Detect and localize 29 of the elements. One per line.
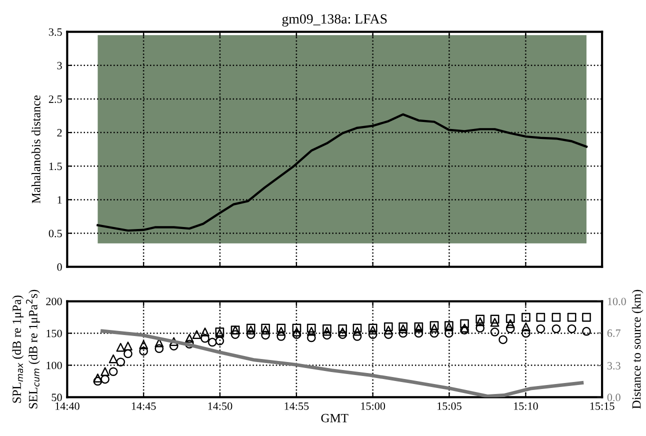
y-tick-label: 1: [58, 196, 62, 204]
chart-title: gm09_138a: LFAS: [282, 14, 387, 26]
x-tick-label: 15:00: [361, 402, 386, 410]
y-tick-label: 0.5: [48, 230, 62, 238]
y-tick-label: 100: [46, 362, 62, 370]
y-tick-label: 3: [57, 62, 62, 70]
x-tick-label: 15:05: [438, 402, 462, 410]
x-axis-title: GMT: [321, 414, 348, 422]
x-tick-label: 15:15: [590, 402, 614, 410]
y2-tick-label: 3.3: [607, 362, 620, 370]
y2-tick-label: 6.7: [607, 329, 621, 337]
y-tick-label: 1.5: [49, 162, 62, 170]
x-tick-label: 15:10: [514, 402, 538, 410]
y-tick-label: 50: [52, 394, 62, 402]
x-tick-label: 14:45: [132, 402, 156, 410]
x-tick-label: 14:50: [208, 402, 232, 410]
y-axis-title: Mahalanobis distance: [32, 95, 40, 204]
y-tick-label: 2.5: [48, 95, 62, 103]
y-tick-label: 150: [46, 330, 62, 338]
y-tick-label: 200: [46, 298, 62, 306]
x-tick-label: 14:40: [56, 402, 80, 410]
y-tick-label: 2: [57, 129, 62, 136]
x-tick-label: 14:55: [284, 402, 309, 410]
y-tick-label: 3.5: [48, 28, 62, 36]
y2-tick-label: 10.0: [608, 298, 626, 306]
y2-tick-label: 0.0: [607, 394, 620, 402]
y-tick-label: 0: [57, 263, 62, 271]
text: SPL$_{max}$ (dB re 1μPa) SEL$_{cum}$ (dB re 1μPa$^{2}$s): [12, 290, 40, 408]
y2-axis-title: Distance to source (km): [632, 290, 644, 409]
